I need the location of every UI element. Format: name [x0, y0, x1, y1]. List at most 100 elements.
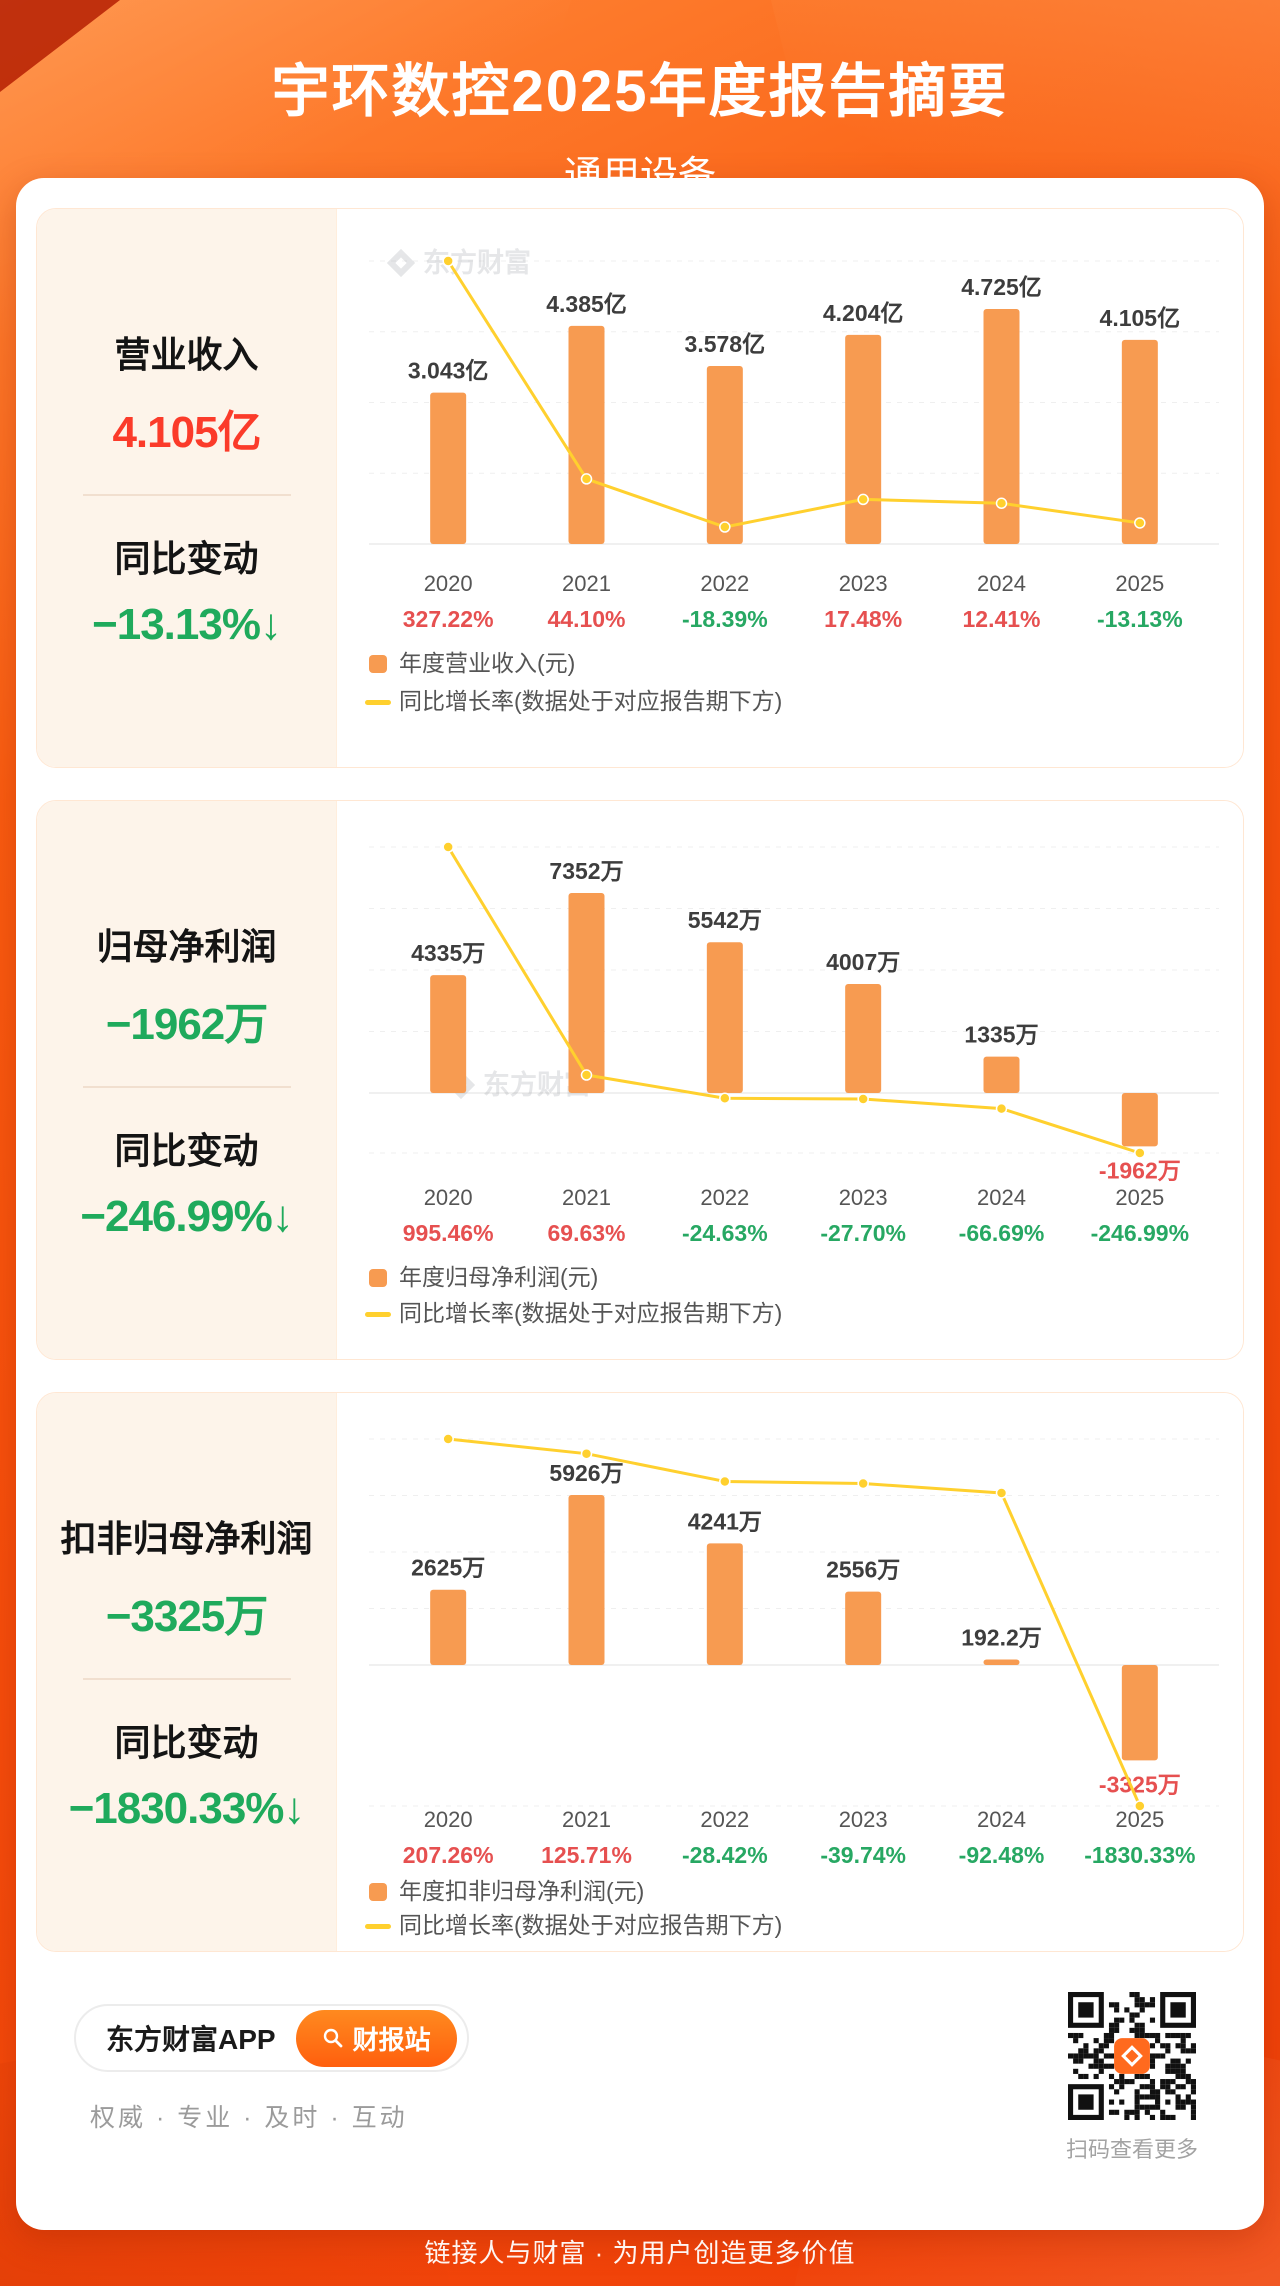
app-name: 东方财富APP — [106, 2024, 276, 2055]
year-label: 2024 — [977, 1807, 1026, 1832]
growth-line-group — [442, 255, 1146, 533]
bar — [568, 893, 605, 1093]
metric-label: 归母净利润 — [96, 926, 277, 967]
line-marker — [995, 497, 1008, 510]
report-station-label: 财报站 — [352, 2024, 431, 2055]
header: 宇环数控2025年度报告摘要 通用设备 — [0, 44, 1280, 199]
growth-rate-label: -39.74% — [820, 1842, 906, 1868]
metric-value: −3325万 — [105, 1592, 269, 1641]
net-profit-chart: 东方财富4335万2020995.46%7352万202169.63%5542万… — [365, 841, 1219, 1326]
bar-value-label: 5542万 — [688, 907, 762, 933]
net-profit-panel: 归母净利润 −1962万 同比变动 −246.99%↓ 东方财富 4335万 202… — [36, 800, 1244, 1360]
gridlines — [369, 1438, 1219, 1807]
deducted-net-profit-chart: 2625万 2020 207.26% 5926万 2021 125.71% 4241万 202… — [365, 1433, 1219, 1938]
metric-label: 扣非归母净利润 — [60, 1518, 313, 1559]
deducted-net-profit-summary: 扣非归母净利润 −3325万 同比变动 −1830.33%↓ — [37, 1393, 337, 1951]
line-marker — [442, 1433, 454, 1445]
bar — [430, 392, 467, 544]
report-card: 营业收入 4.105亿 同比变动 −13.13%↓ 东方财富 3.043亿 2020… — [16, 178, 1264, 2230]
bar — [983, 1659, 1020, 1665]
line-marker — [580, 1447, 593, 1460]
growth-rate-label: 207.26% — [403, 1842, 494, 1868]
app-pill[interactable]: 东方财富APP 财报站 — [74, 2004, 469, 2072]
growth-rate-label: 995.46% — [403, 1220, 494, 1246]
year-label: 2023 — [839, 571, 888, 596]
year-label: 2024 — [977, 571, 1026, 596]
line-marker — [442, 841, 454, 853]
bar-value-label: 4.204亿 — [823, 300, 904, 326]
qr-caption: 扫码查看更多 — [1065, 2137, 1198, 2162]
bar — [845, 1591, 882, 1665]
growth-line-group — [442, 1433, 1146, 1812]
growth-rate-label: 44.10% — [547, 606, 625, 632]
legend-bar-label: 年度营业收入(元) — [399, 650, 575, 676]
line-marker — [719, 1092, 731, 1104]
qr-code — [1067, 1992, 1196, 2120]
bar-value-label: 192.2万 — [961, 1624, 1042, 1650]
year-label: 2025 — [1115, 1185, 1164, 1210]
change-value: −246.99%↓ — [80, 1192, 293, 1241]
bars-group: 3.043亿 2020 327.22% 4.385亿 2021 44.10% 3.578亿 2… — [403, 274, 1183, 632]
legend-line-label: 同比增长率(数据处于对应报告期下方) — [399, 1912, 782, 1938]
app-tagline: 权威 · 专业 · 及时 · 互动 — [90, 2104, 408, 2132]
app-promo: 东方财富APP 财报站 权威 · 专业 · 及时 · 互动 — [74, 2004, 469, 2134]
growth-rate-label: -27.70% — [820, 1220, 906, 1246]
line-marker — [719, 521, 731, 533]
growth-rate-label: -13.13% — [1097, 606, 1183, 632]
bar-value-label: 4241万 — [688, 1508, 762, 1534]
gridlines — [369, 260, 1219, 545]
year-label: 2021 — [562, 1185, 611, 1210]
line-marker — [857, 493, 869, 506]
bar-value-label: 4.385亿 — [546, 291, 627, 317]
line-marker — [857, 1093, 869, 1105]
search-icon — [322, 2027, 344, 2049]
bar — [706, 942, 743, 1093]
legend: 年度扣非归母净利润(元) 同比增长率(数据处于对应报告期下方) — [365, 1878, 782, 1938]
legend-line-swatch — [365, 1312, 391, 1317]
bar — [845, 334, 882, 544]
legend-line-label: 同比增长率(数据处于对应报告期下方) — [399, 1300, 782, 1326]
bar — [706, 1543, 743, 1665]
footer-slogan: 链接人与财富 · 为用户创造更多价值 — [424, 2238, 856, 2268]
change-label: 同比变动 — [114, 538, 259, 579]
growth-rate-label: 125.71% — [541, 1842, 632, 1868]
metric-value: 4.105亿 — [112, 408, 261, 457]
bar-value-label: 7352万 — [549, 858, 623, 884]
legend-bar-swatch — [369, 1883, 387, 1901]
bar — [568, 1495, 605, 1665]
legend-line-swatch — [365, 1924, 391, 1929]
year-label: 2022 — [700, 1807, 749, 1832]
growth-rate-label: -1830.33% — [1084, 1842, 1195, 1868]
bar — [706, 366, 743, 544]
legend-line-swatch — [365, 700, 391, 705]
divider — [82, 1086, 291, 1088]
bottom-row: 东方财富APP 财报站 权威 · 专业 · 及时 · 互动 扫码查看更多 — [56, 1990, 1224, 2200]
gridlines — [369, 846, 1219, 1154]
line-marker — [1134, 1147, 1146, 1159]
legend-bar-swatch — [369, 655, 387, 673]
bar — [983, 309, 1020, 544]
metric-value: −1962万 — [105, 1000, 269, 1049]
divider — [82, 1678, 291, 1680]
watermark-text: 东方财富 — [423, 247, 531, 278]
year-label: 2020 — [424, 571, 473, 596]
growth-rate-label: -246.99% — [1091, 1220, 1189, 1246]
year-label: 2025 — [1115, 571, 1164, 596]
change-label: 同比变动 — [114, 1130, 259, 1171]
bar — [845, 983, 882, 1093]
year-label: 2022 — [700, 571, 749, 596]
year-label: 2020 — [424, 1807, 473, 1832]
revenue-chart: 东方财富 3.043亿 2020 327.22% 4.385亿 2021 44.10% 3.5… — [365, 247, 1219, 714]
growth-rate-label: 69.63% — [547, 1220, 625, 1246]
bar-negative — [1121, 1093, 1158, 1147]
year-label: 2020 — [424, 1185, 473, 1210]
change-value: −1830.33%↓ — [68, 1784, 306, 1833]
year-label: 2023 — [839, 1185, 888, 1210]
bar — [983, 1056, 1020, 1093]
bar — [430, 1589, 467, 1665]
report-station-button[interactable]: 财报站 — [295, 2009, 457, 2067]
bar-value-label: -1962万 — [1099, 1157, 1181, 1183]
bar-value-label: 2556万 — [826, 1557, 900, 1583]
bar — [430, 975, 467, 1093]
